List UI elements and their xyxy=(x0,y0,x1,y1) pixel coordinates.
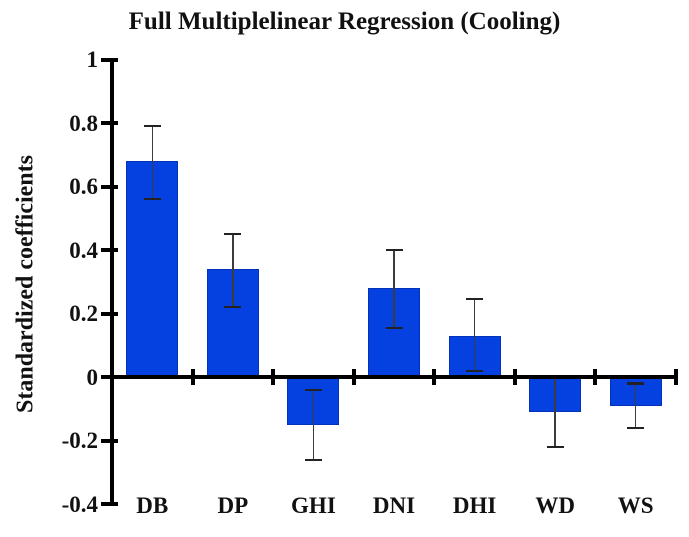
error-cap xyxy=(627,382,645,385)
x-tick xyxy=(674,369,678,385)
x-category-label-wd: WD xyxy=(535,493,575,518)
error-cap xyxy=(385,326,403,329)
error-bar-dni xyxy=(393,250,395,328)
error-cap xyxy=(546,445,564,449)
x-tick xyxy=(432,369,437,385)
y-tick-label: 0.6 xyxy=(69,174,98,199)
x-tick xyxy=(593,369,598,385)
error-cap xyxy=(224,233,242,236)
x-category-label-dhi: DHI xyxy=(452,493,497,518)
x-tick xyxy=(351,369,356,385)
error-bar-dp xyxy=(232,234,234,308)
y-tick xyxy=(101,248,118,252)
y-tick xyxy=(101,502,118,506)
error-cap xyxy=(143,198,161,201)
y-tick-label: 0.2 xyxy=(69,301,98,326)
x-category-label-dni: DNI xyxy=(372,493,416,518)
x-tick xyxy=(512,369,517,385)
error-bar-dhi xyxy=(473,299,476,371)
error-cap xyxy=(627,426,645,429)
error-cap xyxy=(143,125,161,128)
x-tick xyxy=(110,369,114,385)
y-tick xyxy=(101,438,118,443)
y-axis xyxy=(110,58,114,506)
error-cap xyxy=(304,388,322,391)
chart-title: Full Multiplelinear Regression (Cooling) xyxy=(128,8,561,35)
y-tick xyxy=(101,375,118,379)
x-tick xyxy=(190,369,195,385)
error-bar-db xyxy=(151,126,154,200)
x-tick xyxy=(271,369,276,385)
y-tick xyxy=(101,184,118,189)
error-cap xyxy=(385,249,403,252)
x-category-label-db: DB xyxy=(136,493,169,518)
bar-dni xyxy=(368,288,420,377)
y-tick-label: -0.4 xyxy=(61,491,98,517)
error-cap xyxy=(304,458,322,461)
error-cap xyxy=(466,369,484,372)
y-tick-label: 0.4 xyxy=(69,237,98,263)
error-cap xyxy=(466,298,484,301)
y-tick-label: -0.2 xyxy=(61,428,98,453)
x-category-label-ws: WS xyxy=(617,493,654,518)
error-cap xyxy=(224,306,242,309)
x-category-label-dp: DP xyxy=(217,493,249,518)
y-tick-label: 0.8 xyxy=(69,110,98,136)
error-bar-ghi xyxy=(312,389,315,460)
error-bar-wd xyxy=(554,377,556,447)
y-tick xyxy=(101,311,118,316)
y-tick xyxy=(101,121,118,125)
y-tick-label: 0 xyxy=(86,364,99,390)
x-category-label-ghi: GHI xyxy=(291,493,336,518)
y-tick xyxy=(101,57,118,62)
y-tick-label: 1 xyxy=(86,47,99,72)
x-axis xyxy=(110,375,678,379)
error-bar-ws xyxy=(634,383,637,428)
